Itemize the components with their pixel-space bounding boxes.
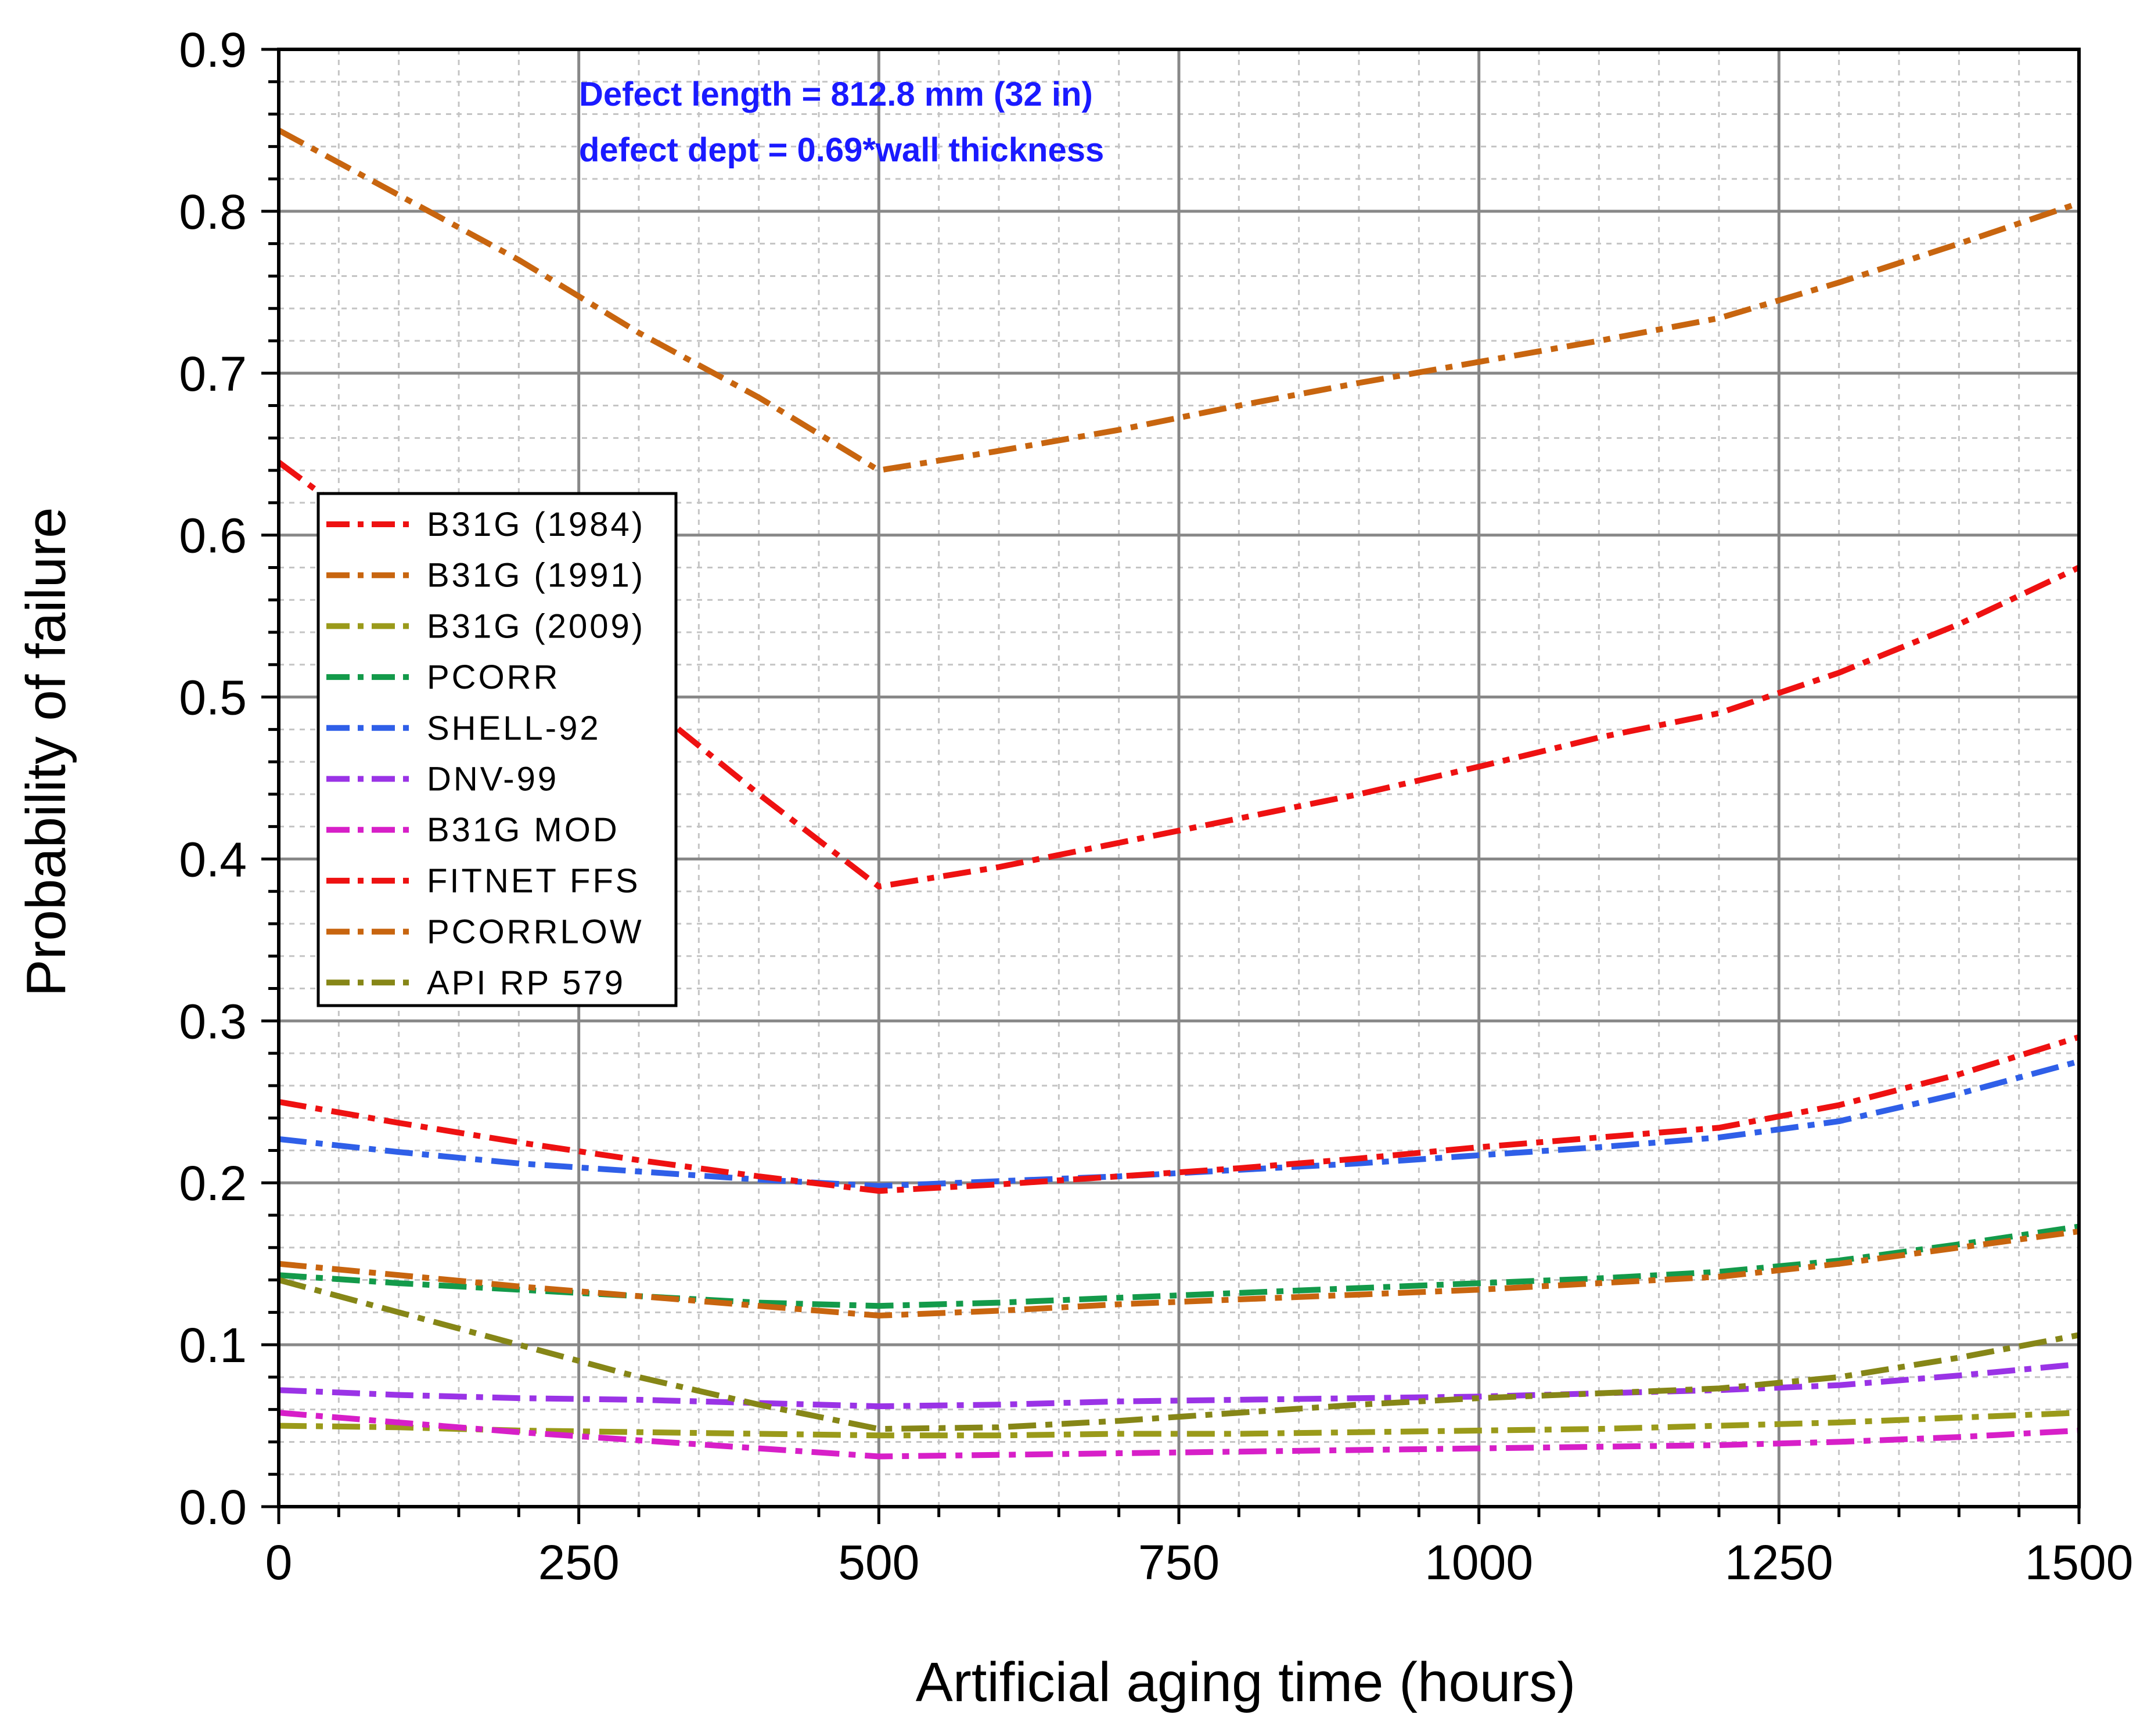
y-axis-title: Probability of failure bbox=[15, 507, 77, 996]
series-line-b31g-1991 bbox=[277, 128, 2080, 474]
series-line-shell-92 bbox=[278, 1058, 2080, 1189]
x-tick-label: 250 bbox=[538, 1535, 620, 1590]
y-tick-label: 0.4 bbox=[179, 832, 247, 887]
axis-ticks bbox=[261, 48, 2081, 1524]
y-tick-label: 0.8 bbox=[179, 185, 247, 239]
tick-labels: 0 250 500 750 1000 1250 1500 0.0 0.1 0.2 0.3 0.4 0.5… bbox=[179, 23, 2133, 1590]
legend-label: B31G (2009) bbox=[427, 607, 645, 645]
y-tick-label: 0.3 bbox=[179, 994, 247, 1049]
y-tick-label: 0.6 bbox=[179, 509, 247, 563]
legend-label: DNV-99 bbox=[427, 761, 559, 798]
series-line-fitnet-ffs bbox=[278, 1034, 2080, 1194]
legend: B31G (1984) B31G (1991) B31G (2009) PCORR SH… bbox=[316, 492, 678, 1007]
x-tick-label: 1250 bbox=[1725, 1535, 1833, 1590]
legend-label: SHELL-92 bbox=[427, 709, 601, 747]
x-tick-label: 750 bbox=[1138, 1535, 1220, 1590]
x-tick-label: 1000 bbox=[1425, 1535, 1533, 1590]
y-tick-label: 0.9 bbox=[179, 23, 247, 77]
y-tick-label: 0.2 bbox=[179, 1156, 247, 1211]
legend-label: B31G MOD bbox=[427, 811, 620, 849]
legend-label: B31G (1984) bbox=[427, 506, 645, 543]
series-line-dnv-99 bbox=[278, 1361, 2080, 1410]
legend-box bbox=[316, 492, 678, 1007]
series-line-api-rp-579 bbox=[278, 1277, 2080, 1432]
annotation-defect-length: Defect length = 812.8 mm (32 in) bbox=[579, 75, 1093, 113]
x-tick-label: 0 bbox=[265, 1535, 293, 1590]
series-line-pcorrlow bbox=[278, 1228, 2080, 1319]
x-tick-label: 500 bbox=[838, 1535, 919, 1590]
legend-label: PCORRLOW bbox=[427, 913, 644, 951]
y-tick-label: 0.1 bbox=[179, 1318, 247, 1373]
y-tick-label: 0.0 bbox=[179, 1480, 247, 1535]
y-tick-label: 0.5 bbox=[179, 671, 247, 725]
y-tick-label: 0.7 bbox=[179, 347, 247, 401]
x-axis-title: Artificial aging time (hours) bbox=[916, 1651, 1576, 1713]
legend-label: B31G (1991) bbox=[427, 557, 645, 595]
legend-label: PCORR bbox=[427, 658, 560, 696]
legend-label: API RP 579 bbox=[427, 964, 625, 1002]
series-line-b31g-mod bbox=[278, 1410, 2080, 1460]
legend-label: FITNET FFS bbox=[427, 862, 641, 900]
series-layer bbox=[277, 128, 2081, 1460]
x-tick-label: 1500 bbox=[2025, 1535, 2134, 1590]
grid bbox=[279, 49, 2079, 1507]
series-line-b31g-2009 bbox=[278, 1410, 2080, 1439]
series-line-pcorr bbox=[278, 1223, 2080, 1309]
annotation-defect-depth: defect dept = 0.69*wall thickness bbox=[579, 131, 1104, 169]
